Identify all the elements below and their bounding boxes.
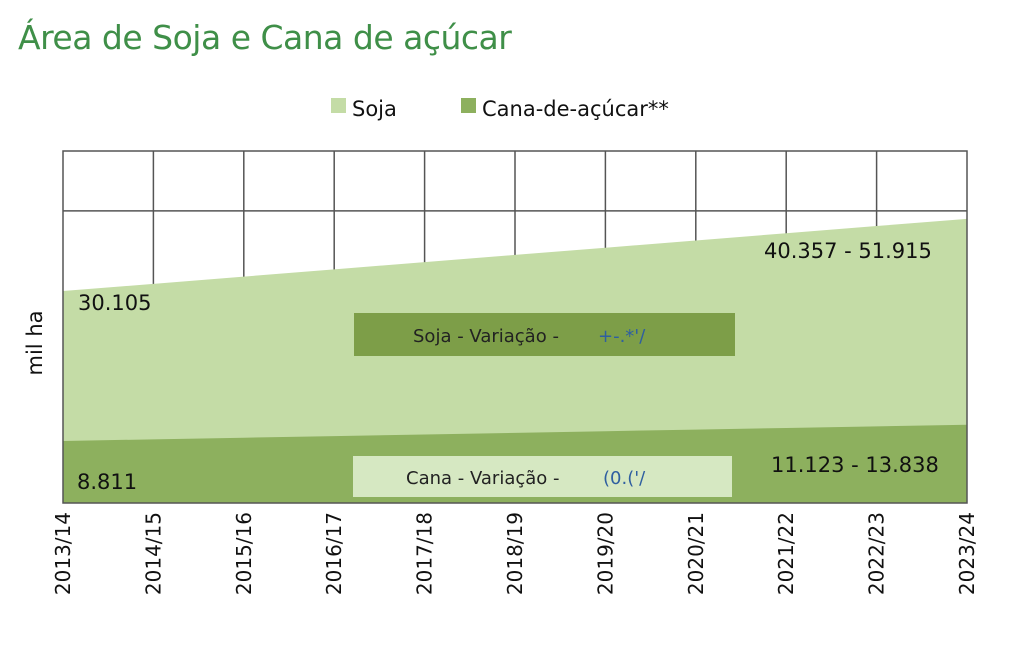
legend-swatch-cana (461, 98, 476, 113)
x-tick-label: 2021/22 (774, 512, 798, 595)
soja-start-value: 30.105 (78, 291, 151, 315)
soja-end-value: 40.357 - 51.915 (764, 239, 932, 263)
cana-variation-value: (0.('/ (603, 468, 646, 489)
cana-start-value: 8.811 (77, 470, 137, 494)
chart-title: Área de Soja e Cana de açúcar (18, 18, 512, 57)
x-tick-label: 2019/20 (593, 512, 617, 595)
x-tick-label: 2016/17 (322, 512, 346, 595)
cana-end-value: 11.123 - 13.838 (771, 453, 939, 477)
x-tick-label: 2015/16 (232, 512, 256, 595)
legend: Soja Cana-de-açúcar** (331, 97, 669, 121)
soja-variation-value: +-.*'/ (598, 326, 646, 347)
legend-swatch-soja (331, 98, 346, 113)
plot-border (62, 150, 968, 504)
x-tick-label: 2018/19 (503, 512, 527, 595)
cana-variation-label: Cana - Variação - (406, 468, 560, 489)
x-tick-label: 2014/15 (141, 512, 165, 595)
x-tick-label: 2020/21 (684, 512, 708, 595)
cana-variation-box (353, 456, 732, 497)
x-axis-ticks: 2013/14 2014/15 2015/16 2016/17 2017/18 2018/… (51, 512, 979, 595)
y-axis-label: mil ha (23, 311, 47, 376)
soja-variation-box (354, 313, 735, 356)
x-tick-label: 2022/23 (865, 512, 889, 595)
soja-variation-label: Soja - Variação - (413, 326, 559, 347)
x-tick-label: 2013/14 (51, 512, 75, 595)
legend-label-cana: Cana-de-açúcar** (482, 97, 669, 121)
x-tick-label: 2017/18 (413, 512, 437, 595)
legend-label-soja: Soja (352, 97, 397, 121)
x-tick-label: 2023/24 (955, 512, 979, 595)
